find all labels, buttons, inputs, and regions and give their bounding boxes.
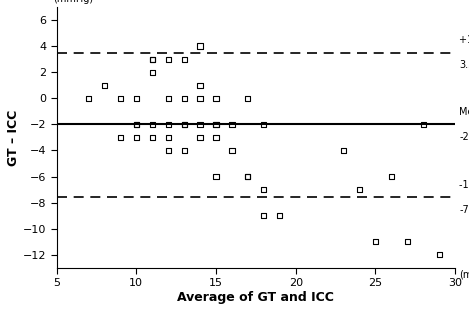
Point <box>149 135 156 140</box>
Text: 3.5: 3.5 <box>459 60 469 70</box>
Point <box>244 96 252 101</box>
Point <box>133 135 140 140</box>
Point <box>228 122 236 127</box>
Point <box>212 135 220 140</box>
Point <box>133 122 140 127</box>
Point <box>197 96 204 101</box>
Point <box>197 135 204 140</box>
Point <box>340 148 347 153</box>
Point <box>212 174 220 179</box>
Point <box>260 187 268 192</box>
Text: +1.96 SD: +1.96 SD <box>459 35 469 45</box>
Point <box>85 96 92 101</box>
Point <box>387 174 395 179</box>
Point <box>181 122 188 127</box>
Point <box>181 96 188 101</box>
Point <box>212 122 220 127</box>
Point <box>228 148 236 153</box>
Point <box>260 213 268 218</box>
Point <box>165 135 172 140</box>
Point <box>244 174 252 179</box>
Point <box>101 83 108 88</box>
Point <box>149 57 156 62</box>
Point <box>149 70 156 75</box>
Point <box>244 174 252 179</box>
Point <box>181 148 188 153</box>
Point <box>197 122 204 127</box>
Point <box>435 252 443 257</box>
Y-axis label: GT – ICC: GT – ICC <box>7 109 20 165</box>
Point <box>181 57 188 62</box>
Text: (mmHg): (mmHg) <box>53 0 93 4</box>
Point <box>212 96 220 101</box>
Point <box>403 239 411 244</box>
Text: -1.96 SD: -1.96 SD <box>459 179 469 190</box>
X-axis label: Average of GT and ICC: Average of GT and ICC <box>177 291 334 304</box>
Point <box>371 239 379 244</box>
Point <box>276 213 283 218</box>
Point <box>133 122 140 127</box>
Text: Mean: Mean <box>459 107 469 117</box>
Point <box>117 135 124 140</box>
Point <box>149 57 156 62</box>
Point <box>165 96 172 101</box>
Point <box>149 122 156 127</box>
Point <box>181 122 188 127</box>
Point <box>117 96 124 101</box>
Point <box>165 148 172 153</box>
Text: (mmHg): (mmHg) <box>459 271 469 281</box>
Text: -2.0: -2.0 <box>459 132 469 142</box>
Text: -7.6: -7.6 <box>459 205 469 215</box>
Point <box>165 57 172 62</box>
Point <box>197 83 204 88</box>
Point <box>419 122 427 127</box>
Point <box>356 187 363 192</box>
Point <box>133 96 140 101</box>
Point <box>197 44 204 49</box>
Point <box>260 122 268 127</box>
Point <box>212 122 220 127</box>
Point <box>165 122 172 127</box>
